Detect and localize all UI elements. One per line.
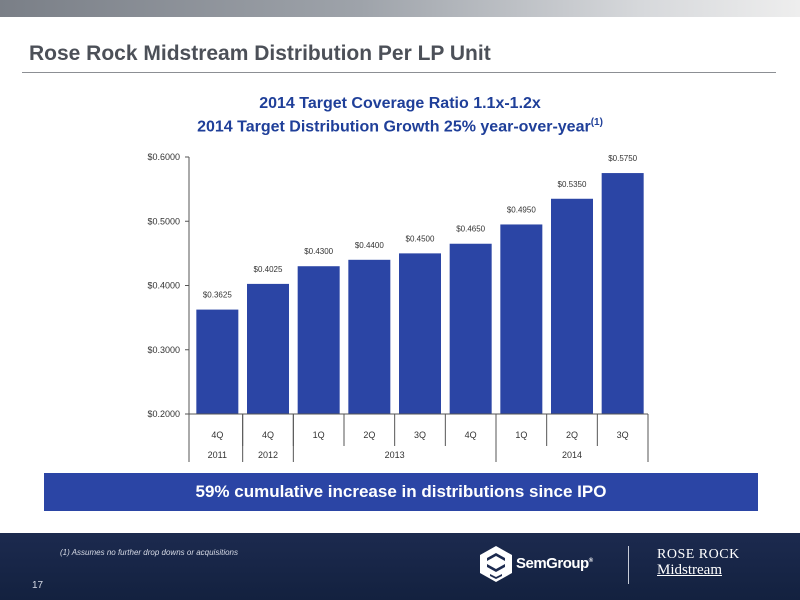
x-category-label: 3Q <box>414 430 426 440</box>
logo-divider <box>628 546 629 584</box>
title-divider <box>22 72 776 73</box>
bar <box>601 173 644 414</box>
page-title: Rose Rock Midstream Distribution Per LP … <box>29 42 491 65</box>
bar <box>399 253 441 414</box>
bar-value-label: $0.5750 <box>608 154 637 163</box>
x-category-label: 1Q <box>313 430 325 440</box>
rose-rock-logo: ROSE ROCK Midstream <box>657 547 767 585</box>
bar-value-label: $0.4650 <box>456 225 485 234</box>
cumulative-increase-banner: 59% cumulative increase in distributions… <box>44 473 758 511</box>
y-tick-label: $0.5000 <box>147 216 180 226</box>
semgroup-wordmark: SemGroup® <box>516 555 593 572</box>
distribution-bar-chart: $0.2000 $0.3000 $0.4000 $0.5000 $0.6000 $0.36… <box>147 152 649 462</box>
bar-value-label: $0.5350 <box>558 180 587 189</box>
bar-value-label: $0.4400 <box>355 241 384 250</box>
x-group-label: 2013 <box>385 450 405 460</box>
bar <box>551 198 593 414</box>
x-category-label: 1Q <box>515 430 527 440</box>
semgroup-logo-text: SemGroup <box>516 555 589 572</box>
chart-subtitle: 2014 Target Distribution Growth 25% year… <box>0 117 800 136</box>
bar-value-label: $0.3625 <box>203 291 232 300</box>
bar <box>449 243 492 414</box>
bar <box>196 309 239 414</box>
x-category-label: 4Q <box>211 430 223 440</box>
bar-value-label: $0.4950 <box>507 205 536 214</box>
bar <box>247 283 289 414</box>
y-tick-label: $0.6000 <box>147 152 180 162</box>
x-group-label: 2011 <box>208 450 227 460</box>
x-group-label: 2014 <box>562 450 582 460</box>
y-tick-label: $0.2000 <box>147 409 180 419</box>
page-number: 17 <box>32 580 44 591</box>
x-group-label: 2012 <box>258 450 278 460</box>
x-category-label: 2Q <box>363 430 375 440</box>
chart-subtitle-text: 2014 Target Distribution Growth 25% year… <box>197 118 591 136</box>
x-category-label: 4Q <box>262 430 274 440</box>
semgroup-registered-mark: ® <box>588 558 593 564</box>
bar <box>348 259 391 414</box>
chart-subtitle-footnote-ref: (1) <box>590 117 603 128</box>
rose-rock-logo-line2: Midstream <box>657 562 722 578</box>
rose-rock-logo-line1: ROSE ROCK <box>657 547 740 562</box>
bar-value-label: $0.4300 <box>304 247 333 256</box>
footer-bar: (1) Assumes no further drop downs or acq… <box>0 533 800 600</box>
bar-value-label: $0.4500 <box>406 234 435 243</box>
bar <box>297 266 340 414</box>
bar <box>500 224 543 414</box>
top-gradient-bar <box>0 0 800 17</box>
y-tick-label: $0.3000 <box>147 345 180 355</box>
footnote: (1) Assumes no further drop downs or acq… <box>60 548 239 557</box>
x-category-label: 4Q <box>465 430 477 440</box>
y-tick-label: $0.4000 <box>147 281 180 291</box>
semgroup-logo: SemGroup® <box>478 543 608 585</box>
x-category-label: 2Q <box>566 430 578 440</box>
bar-value-label: $0.4025 <box>254 265 283 274</box>
semgroup-cube-icon <box>480 546 512 582</box>
x-category-label: 3Q <box>617 430 629 440</box>
chart-title: 2014 Target Coverage Ratio 1.1x-1.2x <box>259 95 541 112</box>
